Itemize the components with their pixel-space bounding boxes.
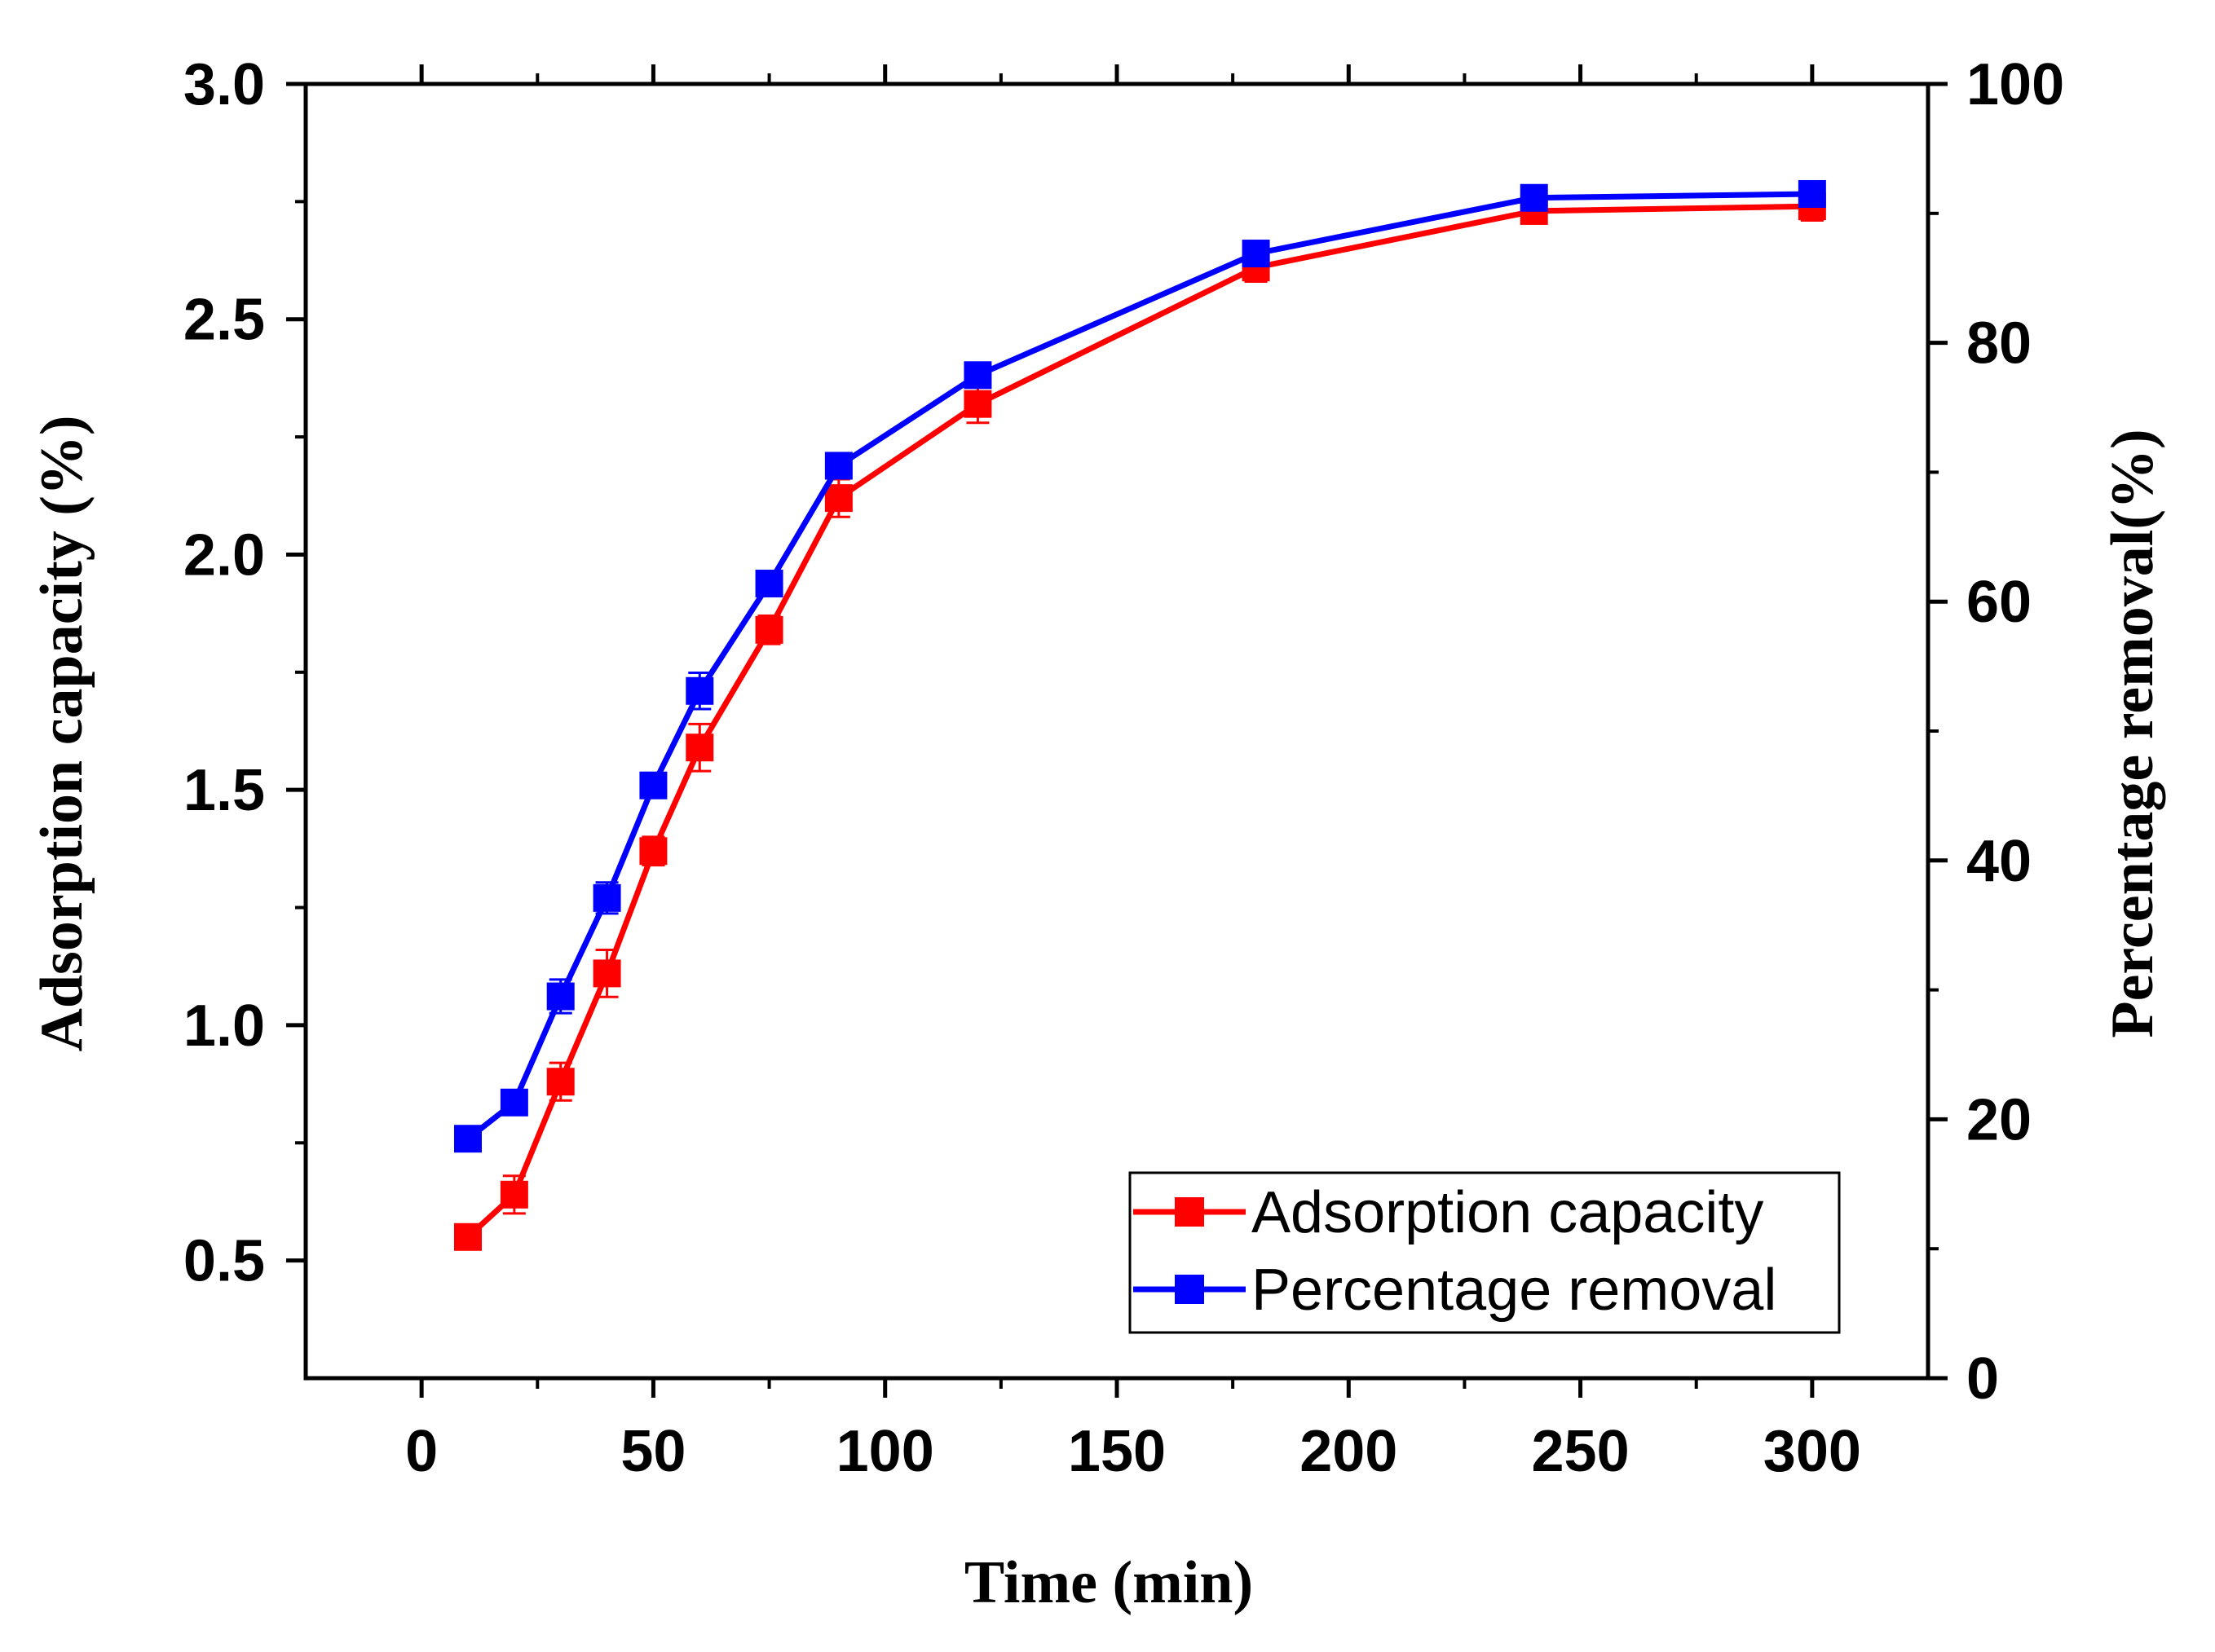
y-right-tick-label: 20 — [1966, 1087, 2032, 1152]
data-point — [1798, 179, 1826, 208]
data-point — [454, 1125, 482, 1153]
x-tick-label: 50 — [620, 1419, 686, 1484]
data-point — [686, 733, 714, 762]
data-point — [454, 1222, 482, 1251]
data-point — [639, 837, 668, 866]
x-tick-label: 0 — [405, 1419, 438, 1484]
right-y-axis: 0 20 40 60 80 100 — [1928, 52, 2064, 1412]
left-y-axis: 0.5 1.0 1.5 2.0 2.5 3.0 — [183, 52, 306, 1294]
data-point — [755, 615, 783, 644]
y-right-tick-label: 100 — [1966, 52, 2064, 117]
legend-marker-adsorption — [1175, 1197, 1204, 1227]
x-tick-label: 250 — [1532, 1419, 1630, 1484]
data-point — [639, 771, 668, 800]
legend-box — [1128, 1171, 1841, 1334]
data-point — [1242, 240, 1270, 268]
data-point — [964, 361, 992, 390]
series-adsorption-capacity — [454, 191, 1826, 1251]
x-tick-label: 150 — [1068, 1419, 1166, 1484]
data-point — [964, 390, 992, 418]
data-point — [824, 452, 853, 480]
y-right-tick-label: 0 — [1966, 1346, 1999, 1412]
x-tick-label: 100 — [836, 1419, 934, 1484]
series-percentage-removal — [454, 179, 1826, 1153]
left-y-axis-title: Adsorption capacity (%) — [29, 415, 95, 1051]
y-left-tick-label: 2.5 — [183, 288, 265, 353]
legend-marker-percentage — [1175, 1275, 1204, 1304]
series-line — [466, 203, 1812, 1240]
y-right-tick-label: 40 — [1966, 829, 2032, 894]
series-layer — [454, 179, 1826, 1251]
legend: Adsorption capacity Percentage removal — [1128, 1171, 1841, 1334]
data-point — [824, 484, 853, 513]
data-point — [546, 982, 575, 1011]
legend-label-percentage: Percentage removal — [1251, 1258, 1776, 1323]
data-point — [500, 1180, 528, 1209]
data-point — [755, 569, 783, 597]
data-point — [593, 883, 621, 912]
y-left-tick-label: 2.0 — [183, 522, 265, 588]
y-left-tick-label: 3.0 — [183, 52, 265, 117]
data-point — [1520, 183, 1548, 212]
y-left-tick-label: 0.5 — [183, 1229, 265, 1294]
y-right-tick-label: 60 — [1966, 570, 2032, 635]
right-y-axis-title: Percentage removal(%) — [2099, 429, 2166, 1037]
legend-label-adsorption: Adsorption capacity — [1251, 1180, 1763, 1245]
x-tick-label: 300 — [1763, 1419, 1861, 1484]
x-axis-title: Time (min) — [964, 1549, 1253, 1616]
y-left-tick-label: 1.0 — [183, 993, 265, 1059]
data-point — [686, 676, 714, 705]
x-axis: 0 50 100 150 200 250 300 — [405, 64, 1861, 1484]
series-line — [466, 191, 1812, 1141]
x-tick-label: 200 — [1299, 1419, 1397, 1484]
y-right-tick-label: 80 — [1966, 311, 2032, 377]
data-point — [546, 1068, 575, 1096]
data-point — [593, 959, 621, 988]
data-point — [500, 1088, 528, 1117]
y-left-tick-label: 1.5 — [183, 758, 265, 823]
